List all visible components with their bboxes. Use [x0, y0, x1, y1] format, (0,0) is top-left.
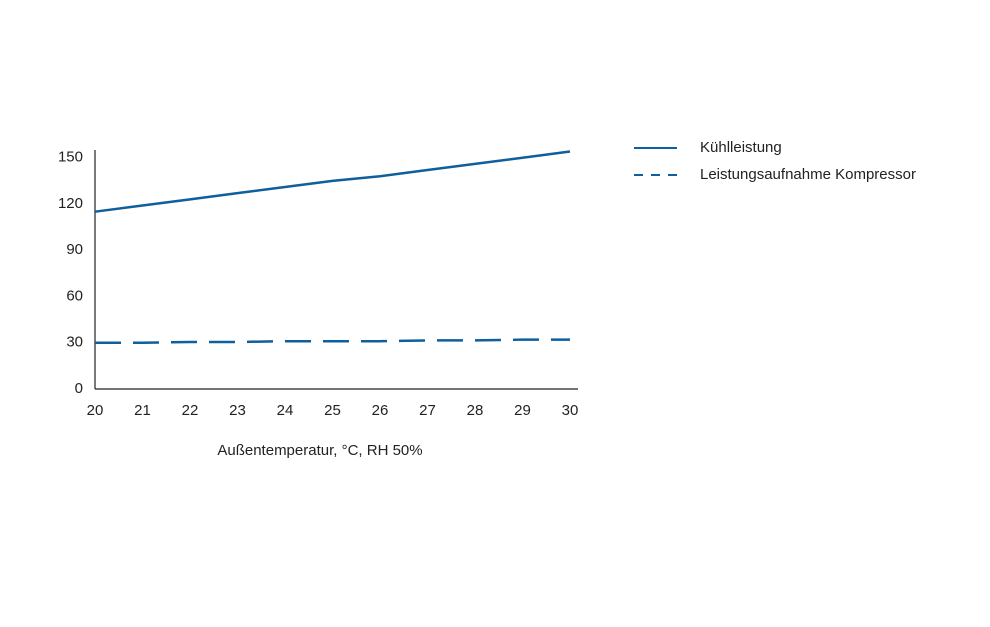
x-tick-label: 21	[134, 402, 151, 419]
x-tick-label: 28	[467, 402, 484, 419]
y-tick-label: 150	[58, 149, 83, 166]
y-tick-label: 90	[66, 241, 83, 258]
line-series	[95, 338, 570, 344]
x-axis-label: Außentemperatur, °C, RH 50%	[217, 442, 422, 459]
y-tick-label: 60	[66, 287, 83, 304]
y-tick-label: 120	[58, 195, 83, 212]
x-tick-label: 30	[562, 402, 579, 419]
legend-label: Leistungsaufnahme Kompressor	[700, 166, 916, 183]
x-tick-label: 25	[324, 402, 341, 419]
x-tick-label: 26	[372, 402, 389, 419]
line-series	[94, 150, 571, 213]
x-tick-label: 20	[87, 402, 104, 419]
x-tick-label: 22	[182, 402, 199, 419]
x-tick-label: 29	[514, 402, 531, 419]
legend-label: Kühlleistung	[700, 139, 782, 156]
y-tick-label: 30	[66, 334, 83, 351]
x-tick-label: 27	[419, 402, 436, 419]
y-tick-label: 0	[75, 380, 83, 397]
x-tick-label: 23	[229, 402, 246, 419]
x-tick-label: 24	[277, 402, 294, 419]
